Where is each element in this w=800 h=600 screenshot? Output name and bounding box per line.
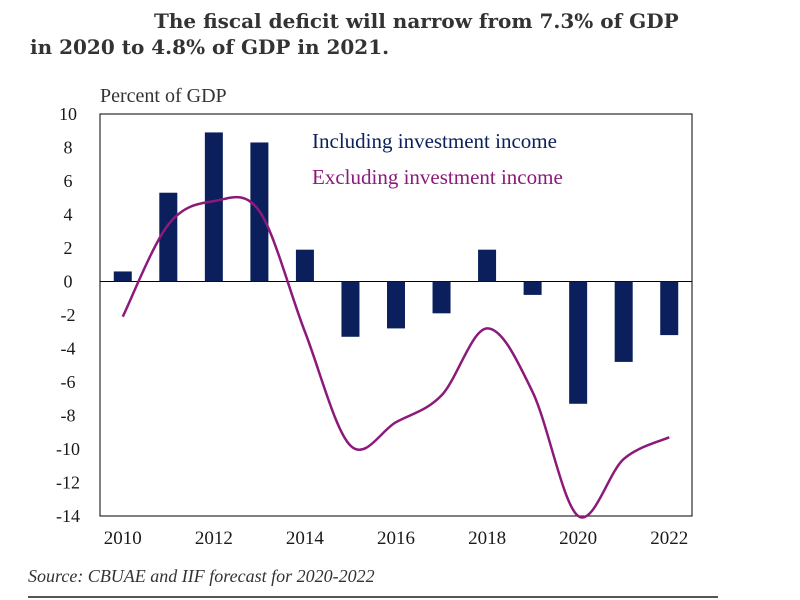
- bar-2022: [660, 281, 679, 336]
- plot-frame: [99, 113, 693, 517]
- y-tick-label: 6: [64, 171, 73, 191]
- y-tick-label: 8: [64, 138, 73, 158]
- bottom-rule: [28, 596, 718, 598]
- bar-2015: [341, 281, 360, 337]
- y-tick-label: 2: [64, 238, 73, 258]
- bar-2017: [432, 281, 451, 314]
- x-tick-label: 2018: [468, 528, 506, 549]
- y-tick-label: -2: [61, 305, 76, 325]
- bar-2014: [295, 249, 314, 282]
- y-tick-label: 4: [64, 205, 73, 225]
- x-tick-label: 2012: [195, 528, 233, 549]
- bar-2020: [569, 281, 588, 404]
- source-note: Source: CBUAE and IIF forecast for 2020-…: [28, 566, 375, 586]
- x-tick-label: 2016: [377, 528, 415, 549]
- y-tick-label: -10: [56, 439, 80, 459]
- line-excluding-investment-income: [121, 195, 670, 519]
- y-tick-label: -12: [56, 473, 80, 493]
- bar-2019: [523, 281, 542, 295]
- bar-2021: [614, 281, 633, 362]
- legend-excluding-investment-income: Excluding investment income: [312, 165, 563, 189]
- bar-2018: [478, 249, 497, 282]
- legend-including-investment-income: Including investment income: [312, 129, 557, 153]
- bar-2010: [113, 271, 132, 282]
- y-tick-label: -6: [61, 372, 76, 392]
- y-tick-label: -14: [56, 506, 80, 526]
- x-tick-label: 2020: [559, 528, 597, 549]
- x-tick-label: 2010: [104, 528, 142, 549]
- bar-2012: [204, 132, 223, 282]
- y-tick-label: 0: [64, 272, 73, 292]
- bar-2016: [387, 281, 405, 329]
- x-tick-label: 2022: [650, 528, 688, 549]
- bar-2011: [159, 192, 178, 282]
- y-tick-label: 10: [59, 104, 77, 124]
- y-axis-label: Percent of GDP: [100, 85, 227, 107]
- y-tick-label: -4: [61, 339, 76, 359]
- x-tick-label: 2014: [286, 528, 325, 549]
- chart-title-line1: The fiscal deficit will narrow from 7.3%…: [154, 9, 679, 33]
- y-tick-label: -8: [61, 406, 76, 426]
- chart-title: The fiscal deficit will narrow from 7.3%…: [30, 8, 750, 60]
- chart-title-line2: in 2020 to 4.8% of GDP in 2021.: [30, 35, 390, 59]
